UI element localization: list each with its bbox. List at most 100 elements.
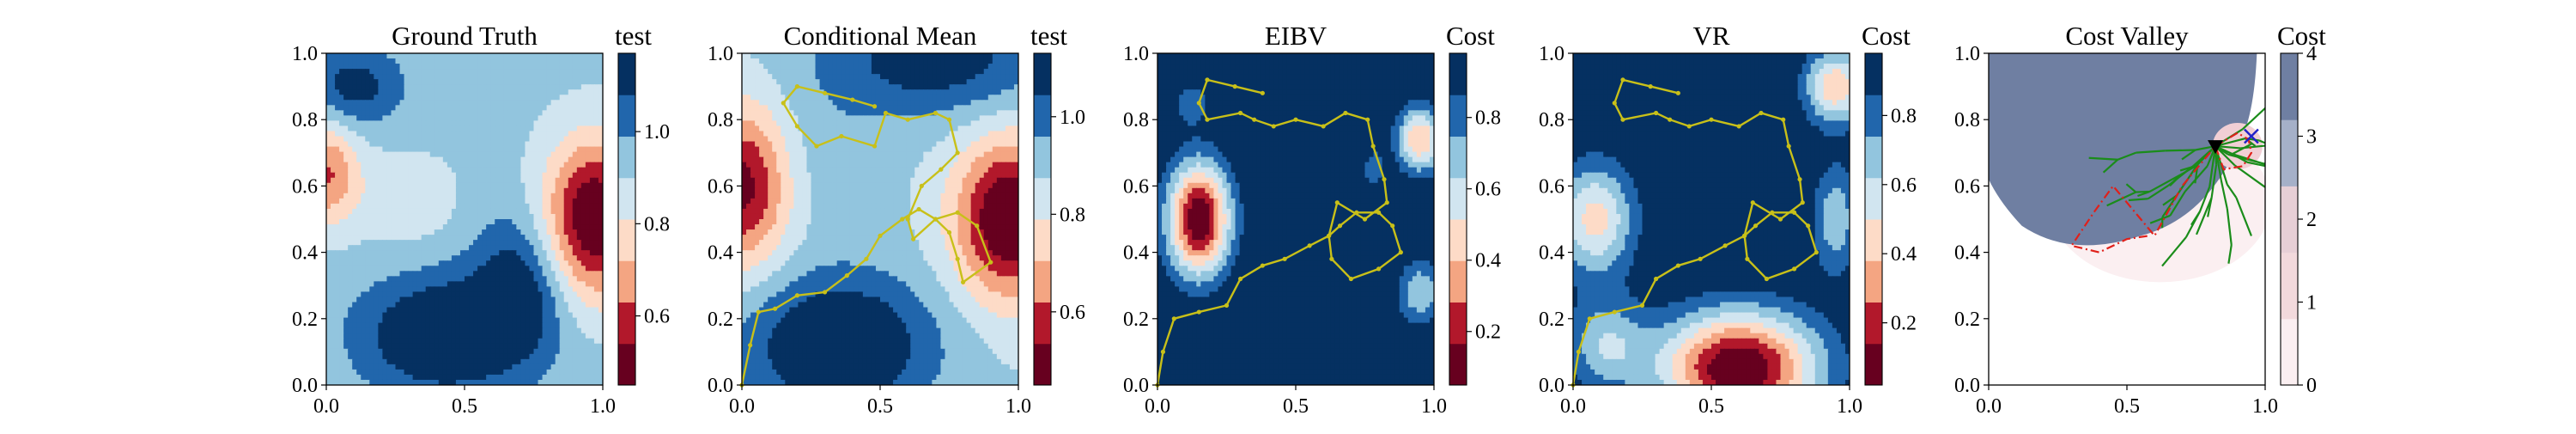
heatmap-cell: [409, 313, 414, 319]
heatmap-cell: [560, 255, 565, 261]
heatmap-cell: [872, 69, 877, 75]
heatmap-cell: [365, 105, 370, 111]
heatmap-cell: [534, 235, 539, 241]
heatmap-cell: [369, 318, 374, 324]
heatmap-cell: [547, 286, 552, 292]
heatmap-cell: [452, 53, 457, 59]
heatmap-cell: [798, 69, 803, 75]
heatmap-cell: [594, 349, 599, 355]
heatmap-cell: [556, 313, 561, 319]
heatmap-cell: [577, 84, 582, 90]
heatmap-cell: [551, 370, 556, 376]
heatmap-cell: [417, 125, 422, 131]
heatmap-cell: [452, 74, 457, 80]
heatmap-cell: [556, 318, 561, 324]
heatmap-cell: [543, 204, 548, 210]
heatmap-cell: [409, 89, 414, 95]
heatmap-cell: [594, 147, 599, 153]
heatmap-cell: [781, 53, 786, 59]
heatmap-cell: [482, 308, 487, 314]
heatmap-cell: [452, 255, 457, 261]
heatmap-cell: [512, 131, 517, 137]
heatmap-cell: [477, 188, 483, 194]
heatmap-cell: [547, 281, 552, 287]
heatmap-cell: [573, 142, 578, 148]
heatmap-cell: [932, 95, 937, 101]
heatmap-cell: [326, 313, 331, 319]
heatmap-cell: [897, 69, 902, 75]
heatmap-cell: [430, 276, 435, 282]
heatmap-cell: [897, 64, 902, 70]
heatmap-cell: [365, 110, 370, 116]
heatmap-cell: [343, 105, 349, 111]
heatmap-cell: [867, 89, 872, 95]
heatmap-cell: [400, 224, 405, 230]
heatmap-cell: [560, 214, 565, 220]
heatmap-cell: [343, 255, 349, 261]
heatmap-cell: [422, 240, 427, 246]
heatmap-cell: [534, 53, 539, 59]
heatmap-cell: [581, 105, 586, 111]
heatmap-cell: [594, 120, 599, 126]
heatmap-cell: [339, 173, 344, 179]
heatmap-cell: [422, 199, 427, 205]
heatmap-cell: [594, 240, 599, 246]
heatmap-cell: [477, 152, 483, 158]
heatmap-cell: [581, 84, 586, 90]
heatmap-cell: [356, 370, 361, 376]
heatmap-cell: [443, 271, 448, 277]
heatmap-cell: [577, 260, 582, 266]
heatmap-cell: [490, 235, 495, 241]
heatmap-cell: [902, 105, 907, 111]
heatmap-cell: [396, 147, 401, 153]
heatmap-cell: [919, 95, 924, 101]
heatmap-cell: [919, 105, 924, 111]
heatmap-cell: [543, 245, 548, 251]
heatmap-cell: [512, 271, 517, 277]
heatmap-cell: [434, 359, 440, 365]
heatmap-cell: [564, 89, 569, 95]
heatmap-cell: [547, 328, 552, 334]
heatmap-cell: [343, 245, 349, 251]
heatmap-cell: [503, 183, 508, 189]
heatmap-cell: [339, 235, 344, 241]
heatmap-cell: [568, 209, 574, 215]
heatmap-cell: [534, 115, 539, 121]
heatmap-cell: [512, 375, 517, 381]
heatmap-cell: [525, 125, 530, 131]
heatmap-cell: [413, 125, 418, 131]
heatmap-cell: [503, 313, 508, 319]
heatmap-cell: [426, 344, 431, 350]
heatmap-cell: [793, 69, 799, 75]
heatmap-cell: [543, 354, 548, 360]
heatmap-cell: [434, 364, 440, 370]
heatmap-cell: [495, 323, 500, 329]
heatmap-cell: [759, 115, 764, 121]
heatmap-cell: [452, 349, 457, 355]
heatmap-cell: [447, 224, 453, 230]
heatmap-cell: [573, 173, 578, 179]
heatmap-cell: [335, 209, 340, 215]
heatmap-cell: [465, 339, 470, 345]
heatmap-cell: [512, 339, 517, 345]
heatmap-cell: [331, 53, 336, 59]
heatmap-cell: [772, 53, 777, 59]
heatmap-cell: [564, 188, 569, 194]
heatmap-cell: [759, 58, 764, 64]
heatmap-cell: [404, 349, 410, 355]
heatmap-cell: [369, 229, 374, 235]
heatmap-cell: [594, 209, 599, 215]
heatmap-cell: [789, 53, 794, 59]
heatmap-cell: [452, 276, 457, 282]
heatmap-cell: [460, 364, 465, 370]
heatmap-cell: [893, 74, 898, 80]
heatmap-cell: [594, 173, 599, 179]
heatmap-cell: [538, 53, 544, 59]
heatmap-cell: [824, 64, 829, 70]
heatmap-cell: [543, 339, 548, 345]
heatmap-cell: [452, 137, 457, 143]
heatmap-cell: [339, 157, 344, 163]
heatmap-cell: [889, 64, 894, 70]
heatmap-cell: [975, 58, 981, 64]
heatmap-cell: [378, 328, 383, 334]
